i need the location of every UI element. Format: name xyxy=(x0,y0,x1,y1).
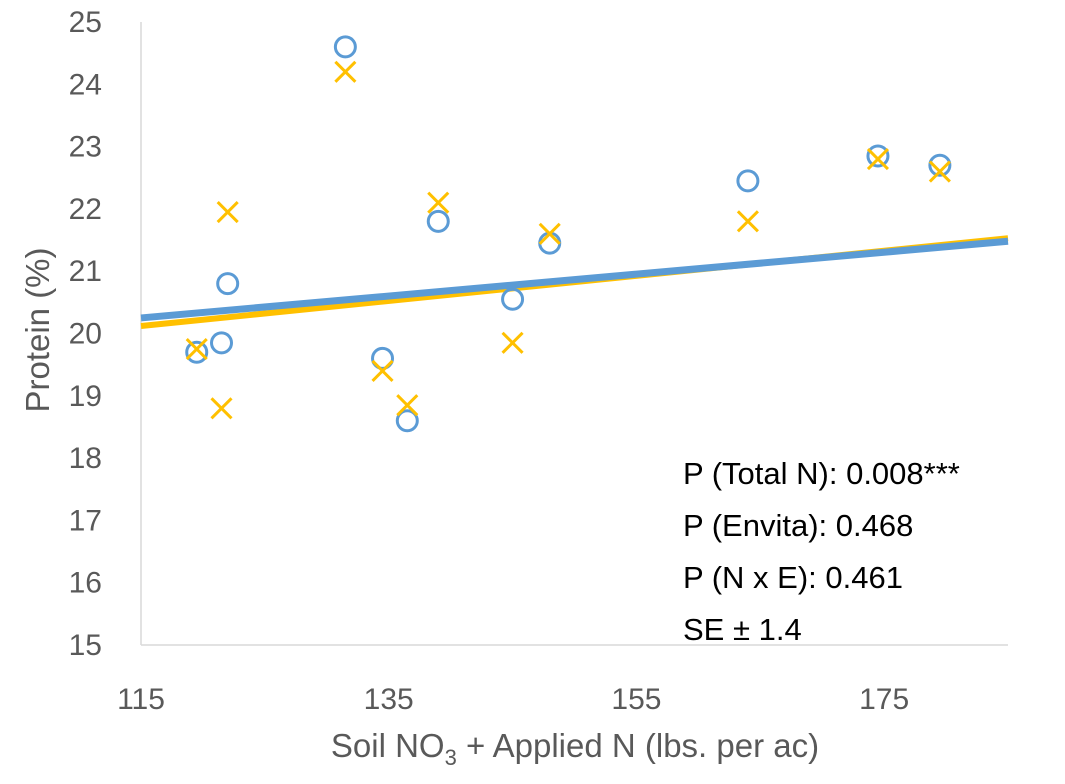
stats-annotation: P (Envita): 0.468 xyxy=(683,508,913,543)
x-point-stroke xyxy=(928,160,951,183)
annotations: P (Total N): 0.008*** P (Envita): 0.468 P … xyxy=(683,456,960,647)
data-points xyxy=(185,35,952,433)
circle-point xyxy=(185,340,209,364)
x-point xyxy=(427,191,450,214)
y-tick-label: 18 xyxy=(69,442,102,475)
circle-point xyxy=(538,231,562,255)
x-point xyxy=(216,200,239,224)
stats-annotation: SE ± 1.4 xyxy=(683,612,802,647)
x-point-stroke xyxy=(185,338,208,361)
circle-point xyxy=(216,272,240,296)
stats-annotation: P (Total N): 0.008*** xyxy=(683,456,960,491)
x-point-stroke xyxy=(501,331,524,354)
x-point-stroke xyxy=(396,394,419,417)
circle-point xyxy=(426,209,450,233)
circle-point xyxy=(333,35,357,59)
x-point xyxy=(371,359,394,382)
x-tick-label: 155 xyxy=(611,683,661,716)
y-tick-label: 17 xyxy=(69,504,102,537)
y-axis-title: Protein (%) xyxy=(19,247,56,412)
circle-point xyxy=(210,331,234,355)
circle-point xyxy=(371,346,395,370)
x-point xyxy=(185,338,208,361)
x-point-stroke xyxy=(736,210,759,233)
circle-point xyxy=(928,153,952,177)
x-tick-label: 135 xyxy=(364,683,414,716)
x-point xyxy=(396,394,419,417)
x-axis-title: Soil NO3 + Applied N (lbs. per ac) xyxy=(331,727,819,770)
x-point xyxy=(210,397,233,420)
x-point xyxy=(928,160,951,183)
x-point xyxy=(501,331,524,354)
y-tick-label: 22 xyxy=(69,193,102,226)
y-tick-label: 24 xyxy=(69,68,102,101)
y-tick-label: 16 xyxy=(69,567,102,600)
circle-point xyxy=(866,144,890,168)
x-point-stroke xyxy=(538,222,561,245)
x-point-stroke xyxy=(216,200,239,224)
y-tick-label: 25 xyxy=(69,6,102,39)
x-point xyxy=(736,210,759,233)
stats-annotation: P (N x E): 0.461 xyxy=(683,560,903,595)
x-point-stroke xyxy=(371,359,394,382)
x-point-stroke xyxy=(334,60,357,83)
x-tick-label: 115 xyxy=(117,683,165,716)
tick-labels: 15 16 17 18 19 20 21 22 23 24 25 115 135 155 175 xyxy=(69,6,910,716)
y-tick-label: 23 xyxy=(69,131,102,164)
axes xyxy=(140,22,1008,646)
y-tick-label: 21 xyxy=(69,255,102,288)
x-point-stroke xyxy=(427,191,450,214)
y-tick-label: 19 xyxy=(69,380,102,413)
trend-line-circle-series xyxy=(140,237,1009,322)
circle-point xyxy=(501,287,525,311)
x-point xyxy=(538,222,561,245)
circle-point xyxy=(395,409,419,433)
x-point-stroke xyxy=(866,147,890,171)
y-tick-label: 20 xyxy=(69,318,102,351)
x-axis-title-main: Soil NO xyxy=(331,727,445,764)
x-point xyxy=(866,147,890,171)
x-point xyxy=(334,60,357,83)
x-axis-title-rest: + Applied N (lbs. per ac) xyxy=(457,727,819,764)
circle-point xyxy=(736,169,760,193)
x-tick-label: 175 xyxy=(859,683,909,716)
x-axis-title-subscript: 3 xyxy=(445,745,457,770)
y-tick-label: 15 xyxy=(69,629,102,662)
x-point-stroke xyxy=(210,397,233,420)
trend-lines xyxy=(140,235,1009,330)
